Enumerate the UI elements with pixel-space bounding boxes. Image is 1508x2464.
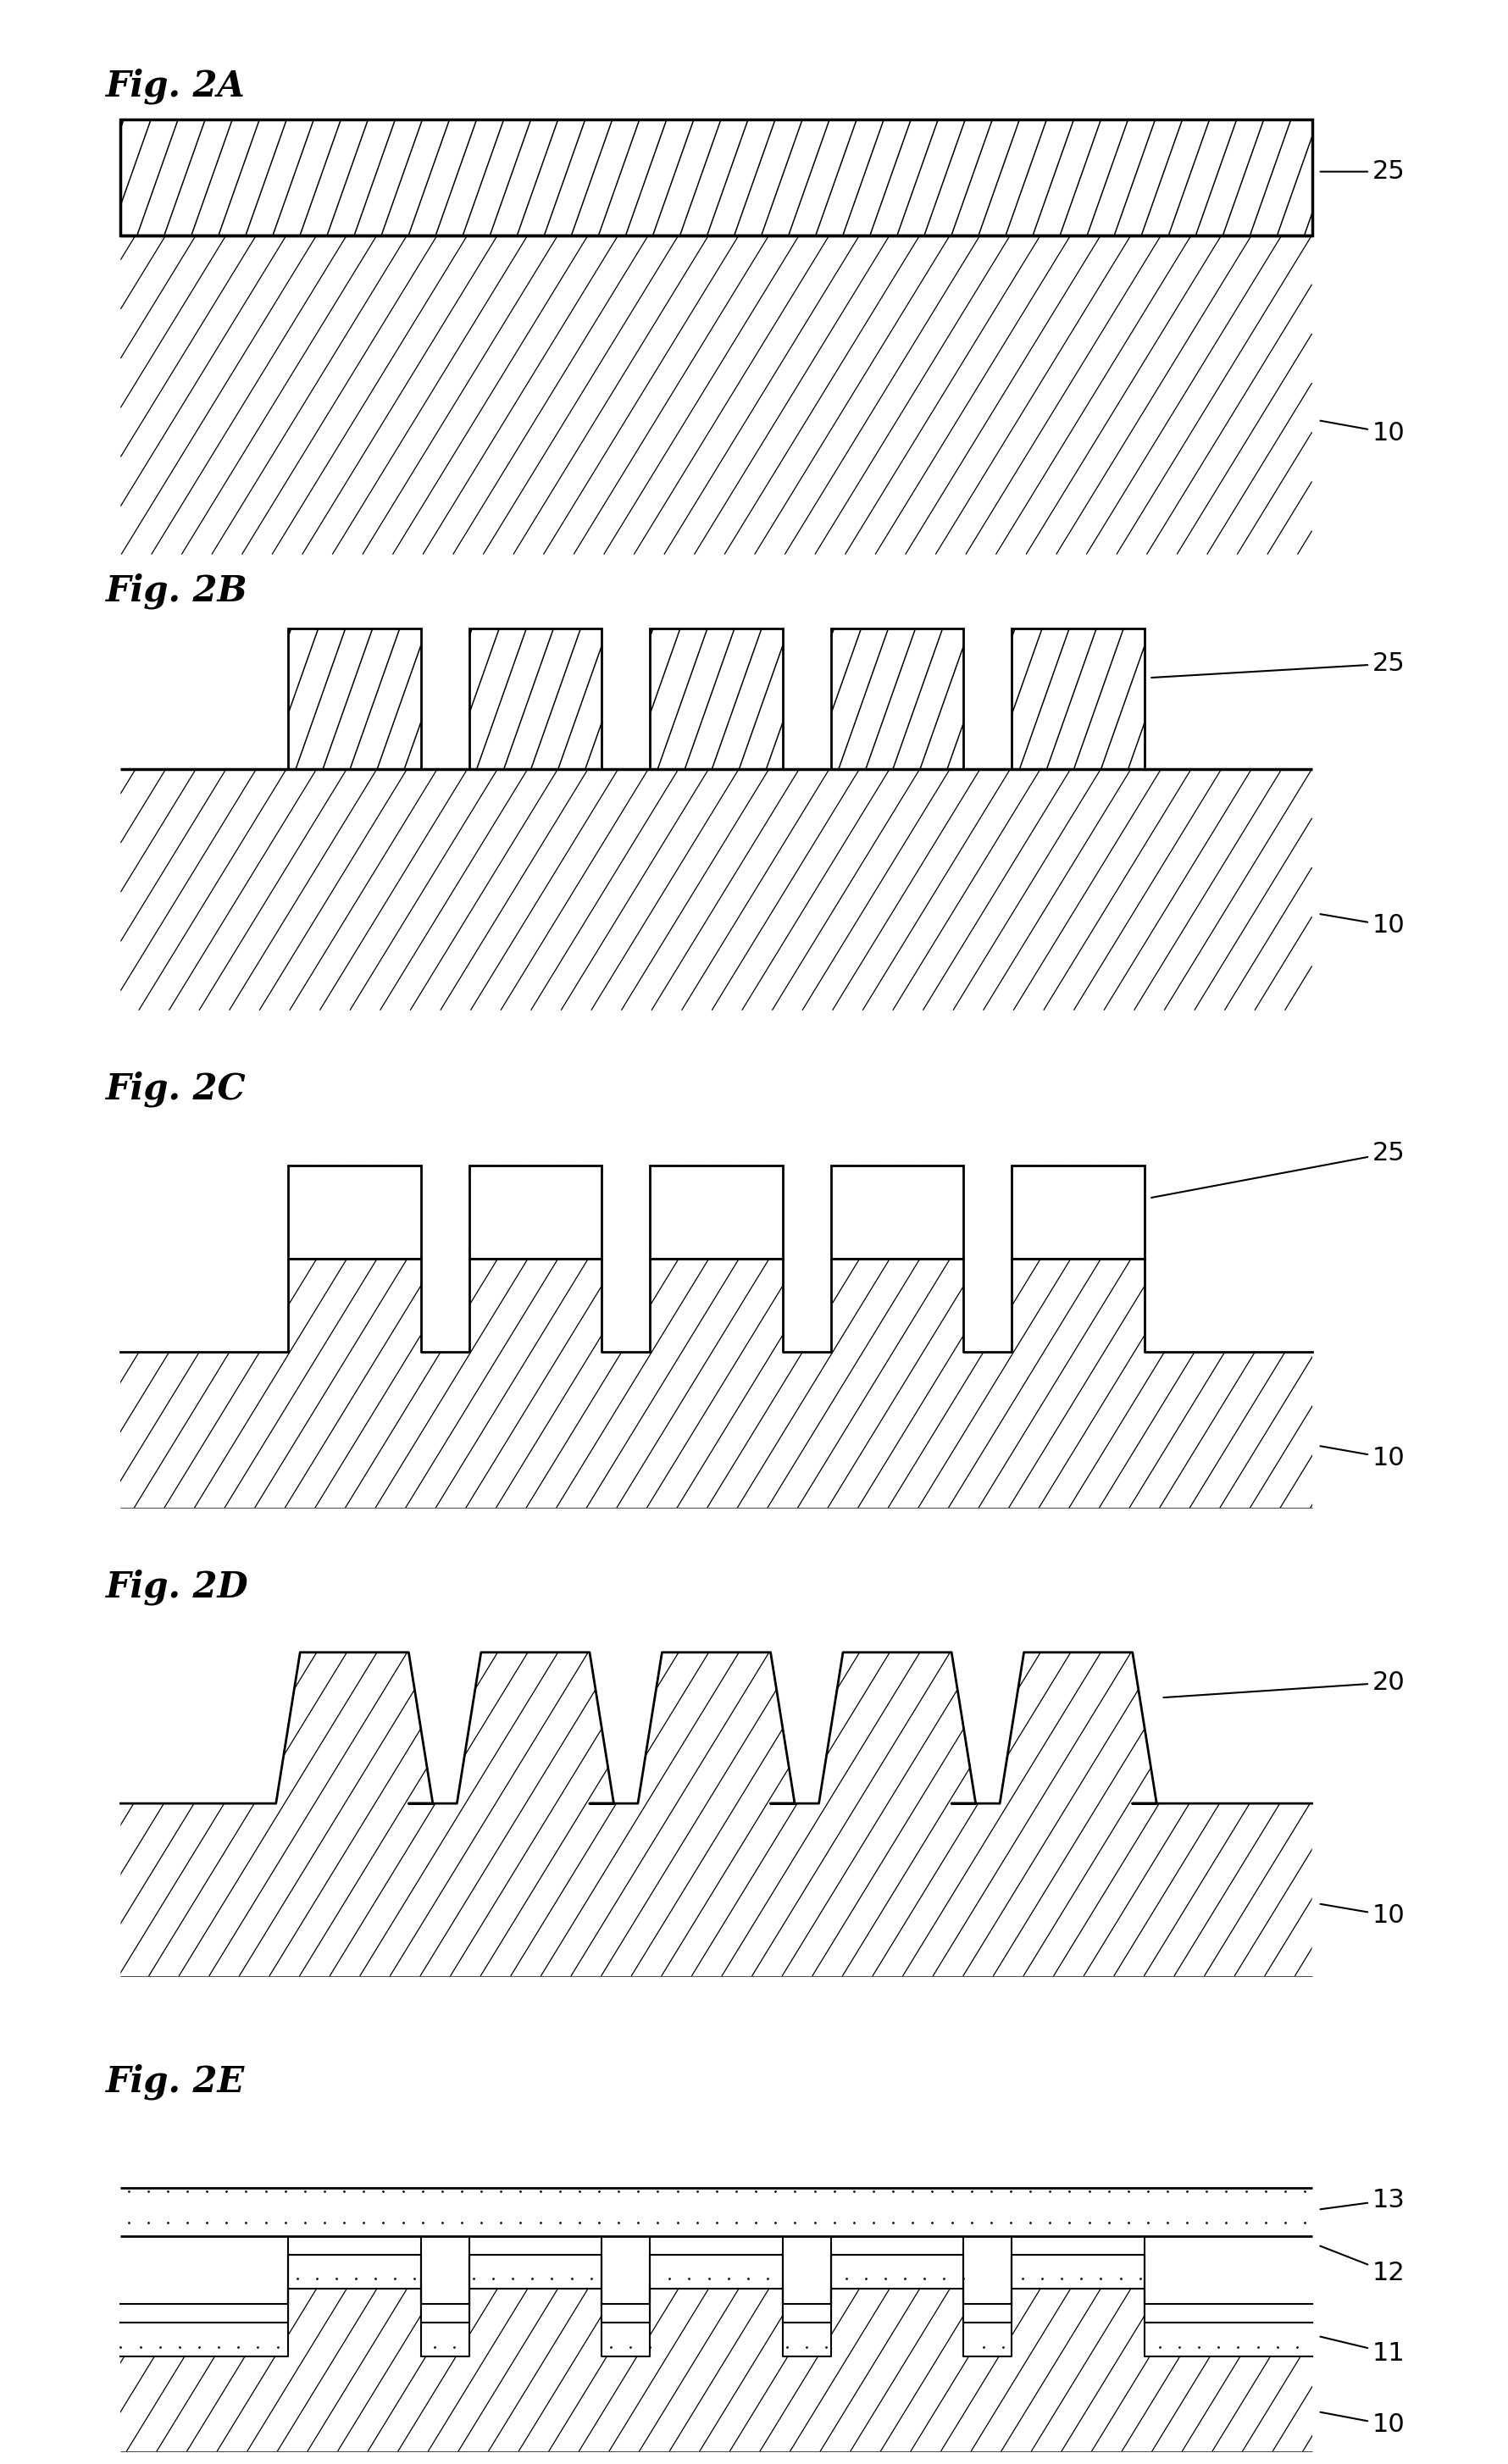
Text: Fig. 2D: Fig. 2D: [106, 1570, 249, 1604]
Bar: [650, 1165, 783, 1259]
Bar: [288, 1165, 421, 1259]
Bar: [121, 121, 1312, 234]
Text: 25: 25: [1152, 1141, 1405, 1198]
Bar: [831, 1165, 964, 1259]
PathPatch shape: [121, 2235, 1312, 2324]
Bar: [650, 628, 783, 769]
Text: 10: 10: [1321, 1446, 1405, 1471]
Bar: [288, 628, 421, 769]
Text: 20: 20: [1164, 1671, 1405, 1698]
Text: Fig. 2B: Fig. 2B: [106, 574, 247, 609]
Bar: [650, 1165, 783, 1259]
Text: 10: 10: [1321, 1902, 1405, 1927]
Polygon shape: [121, 2255, 1312, 2356]
Text: Fig. 2A: Fig. 2A: [106, 69, 246, 103]
Bar: [121, 2188, 1312, 2235]
Bar: [1012, 628, 1145, 769]
Text: 11: 11: [1321, 2336, 1405, 2365]
Bar: [121, 2277, 1312, 2452]
Bar: [288, 628, 421, 769]
Text: 10: 10: [1321, 914, 1405, 939]
Text: Fig. 2E: Fig. 2E: [106, 2065, 244, 2099]
Text: 10: 10: [1321, 421, 1405, 446]
Text: 10: 10: [1321, 2412, 1405, 2437]
Bar: [288, 1165, 421, 1259]
Bar: [831, 1165, 964, 1259]
Bar: [1012, 1165, 1145, 1259]
Bar: [831, 628, 964, 769]
Text: Fig. 2C: Fig. 2C: [106, 1072, 246, 1106]
Bar: [1012, 628, 1145, 769]
Polygon shape: [121, 2235, 1312, 2324]
Bar: [469, 1165, 602, 1259]
Bar: [469, 628, 602, 769]
Text: 13: 13: [1321, 2188, 1405, 2213]
Bar: [1012, 1165, 1145, 1259]
Bar: [121, 1641, 1312, 1976]
Bar: [469, 1165, 602, 1259]
Bar: [831, 628, 964, 769]
Bar: [121, 1259, 1312, 1508]
Text: 25: 25: [1152, 650, 1405, 678]
Bar: [469, 628, 602, 769]
Text: 12: 12: [1320, 2247, 1405, 2284]
Bar: [650, 628, 783, 769]
Text: 25: 25: [1321, 160, 1405, 185]
